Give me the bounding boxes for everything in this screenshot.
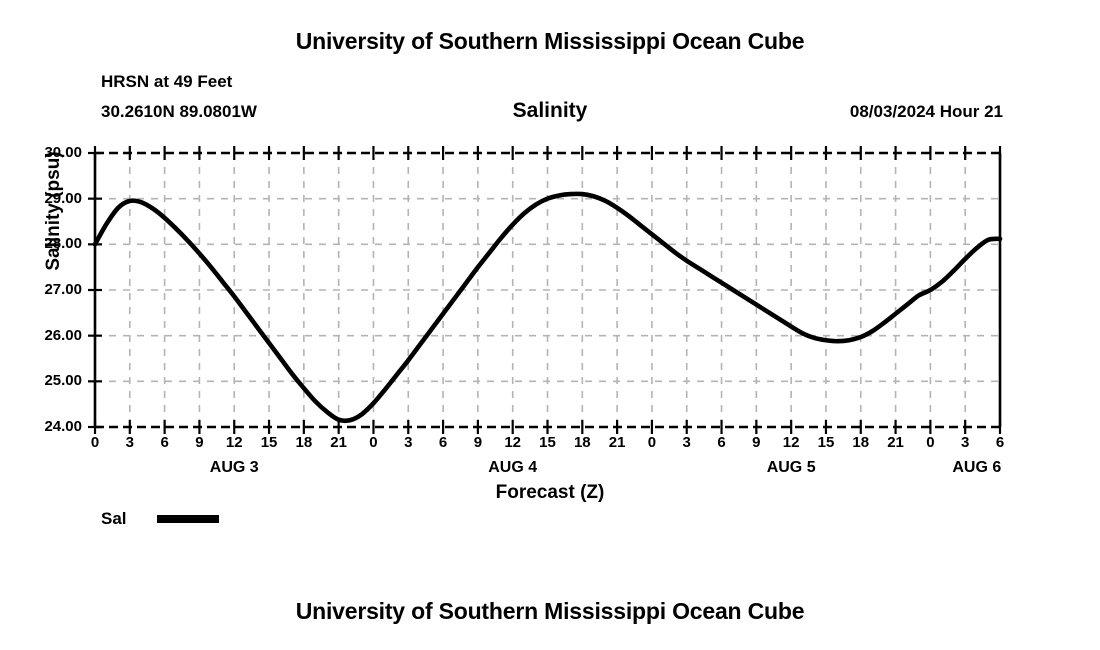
y-axis-title: Salinity (psu) — [43, 151, 64, 271]
legend-swatch-sal — [156, 515, 219, 523]
day-label: AUG 3 — [209, 459, 259, 476]
x-tick-label: 12 — [504, 434, 522, 451]
x-tick-label: 18 — [295, 434, 313, 451]
variable-title: Salinity — [512, 99, 588, 122]
x-tick-label: 12 — [782, 434, 800, 451]
x-tick-label: 3 — [404, 434, 413, 451]
day-label: AUG 4 — [488, 459, 538, 476]
x-tick-label: 9 — [195, 434, 204, 451]
y-tick-label: 26.00 — [44, 326, 82, 344]
x-tick-label: 15 — [539, 434, 556, 451]
x-tick-label: 18 — [573, 434, 591, 451]
series-line-0 — [92, 191, 1003, 424]
legend: Sal — [101, 509, 219, 529]
x-tick-label: 9 — [473, 434, 483, 451]
tick-marks — [88, 146, 1002, 434]
day-label: AUG 5 — [766, 459, 816, 476]
data-series — [92, 191, 1003, 424]
x-tick-label: 3 — [682, 434, 691, 451]
station-label: HRSN at 49 Feet — [101, 72, 233, 91]
x-tick-label: 21 — [887, 434, 904, 451]
x-tick-label: 6 — [438, 434, 448, 451]
x-tick-label: 0 — [926, 434, 935, 451]
y-tick-label: 30.00 — [44, 144, 82, 161]
x-tick-label: 12 — [225, 434, 243, 451]
coordinates-label: 30.2610N 89.0801W — [101, 102, 257, 121]
x-tick-label: 3 — [961, 434, 970, 451]
x-tick-label: 6 — [995, 434, 1005, 451]
legend-label-sal: Sal — [101, 509, 127, 528]
x-axis-title: Forecast (Z) — [495, 482, 605, 503]
page-title-bottom: University of Southern Mississippi Ocean… — [295, 598, 805, 624]
page-title-top: University of Southern Mississippi Ocean… — [295, 28, 805, 54]
y-tick-label: 28.00 — [44, 235, 82, 253]
x-tick-label: 0 — [369, 434, 378, 451]
x-tick-label: 6 — [717, 434, 726, 451]
x-tick-label: 15 — [260, 434, 278, 451]
run-time-label: 08/03/2024 Hour 21 — [849, 102, 1003, 121]
x-tick-label: 9 — [752, 434, 761, 451]
x-tick-label: 21 — [330, 434, 347, 451]
x-tick-label: 15 — [817, 434, 835, 451]
x-tick-label: 21 — [608, 434, 626, 451]
x-tick-label: 18 — [852, 434, 870, 451]
x-tick-label: 0 — [647, 434, 657, 451]
day-label: AUG 6 — [952, 459, 1002, 476]
y-tick-label: 29.00 — [44, 189, 82, 207]
x-tick-label: 3 — [125, 434, 134, 451]
y-tick-label: 25.00 — [44, 372, 82, 390]
y-tick-label: 27.00 — [44, 281, 82, 298]
x-tick-label: 0 — [90, 434, 100, 451]
x-tick-label: 6 — [160, 434, 169, 451]
y-tick-label: 24.00 — [44, 418, 82, 435]
